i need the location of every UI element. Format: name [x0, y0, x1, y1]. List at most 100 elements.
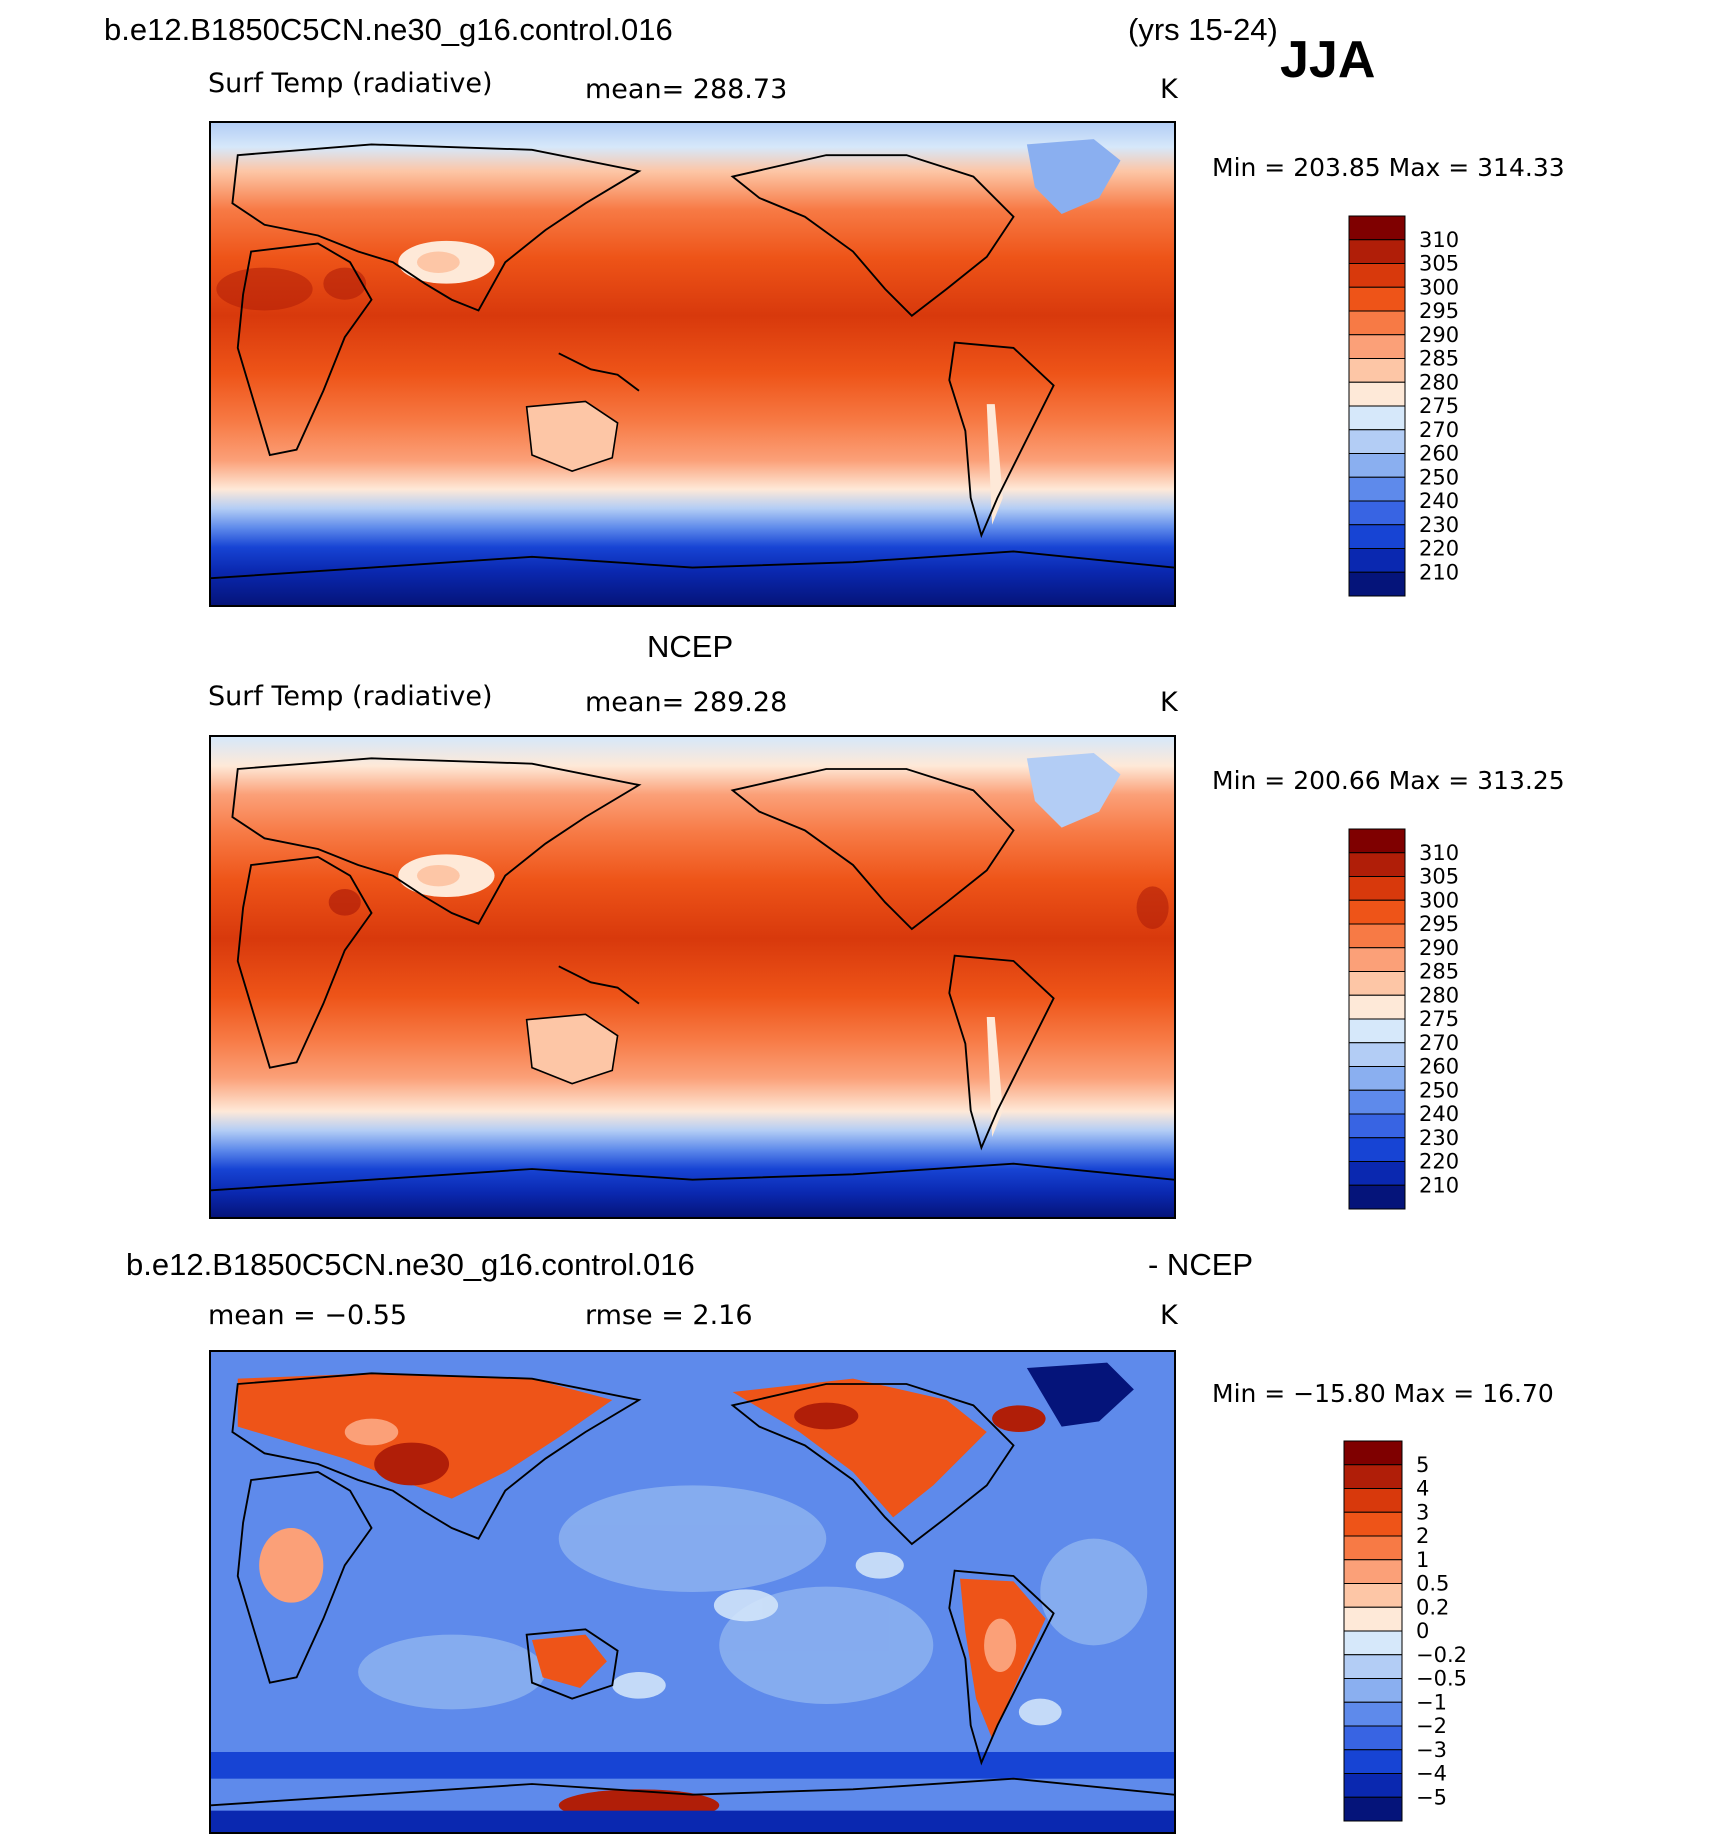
colorbar-swatch	[1348, 923, 1406, 949]
colorbar-label: 280	[1419, 370, 1459, 394]
colorbar-swatch	[1343, 1654, 1403, 1679]
colorbar-swatch	[1348, 947, 1406, 972]
ncep-temperature-map	[211, 737, 1174, 1217]
colorbar-swatch	[1348, 429, 1406, 454]
colorbar-swatch	[1348, 571, 1406, 597]
colorbar-swatch	[1348, 263, 1406, 288]
colorbar-label: 240	[1419, 1102, 1459, 1126]
colorbar-swatch	[1348, 1161, 1406, 1186]
colorbar-label: 0	[1416, 1619, 1429, 1643]
colorbar-swatch	[1348, 215, 1406, 241]
panel1-units: K	[1160, 74, 1178, 105]
case-title: b.e12.B1850C5CN.ne30_g16.control.016	[104, 12, 673, 47]
colorbar-label: 220	[1419, 537, 1459, 561]
colorbar-label: 240	[1419, 489, 1459, 513]
panel3-colorbar: 5 4 3 2 1 0.5 0.2 0 −0.2 −0.5 −1 −2 −3 −4 −5	[1343, 1440, 1494, 1822]
colorbar-swatch	[1348, 381, 1406, 407]
panel2-colorbar: 310 305 300 295 290 285 280 275 270 260 250 240 230 2…	[1348, 828, 1459, 1210]
colorbar-swatch	[1348, 994, 1406, 1020]
colorbar-swatch	[1348, 1137, 1406, 1162]
colorbar-label: 0.2	[1416, 1595, 1449, 1619]
colorbar-swatch	[1343, 1796, 1403, 1822]
colorbar-swatch	[1348, 358, 1406, 383]
panel1-mean: mean= 288.73	[585, 74, 788, 105]
colorbar-label: −3	[1416, 1738, 1447, 1762]
colorbar-swatch	[1343, 1773, 1403, 1798]
colorbar-label: 4	[1416, 1477, 1429, 1501]
colorbar-label: 220	[1419, 1150, 1459, 1174]
colorbar-label: 300	[1419, 888, 1459, 912]
colorbar-label: 0.5	[1416, 1572, 1449, 1596]
panel3-units: K	[1160, 1300, 1178, 1331]
colorbar-label: 230	[1419, 1126, 1459, 1150]
colorbar-label: 5	[1416, 1453, 1429, 1477]
colorbar-label: 295	[1419, 912, 1459, 936]
colorbar-swatch	[1348, 1113, 1406, 1139]
colorbar-swatch	[1348, 1018, 1406, 1044]
colorbar-swatch	[1348, 1042, 1406, 1067]
colorbar-swatch	[1348, 239, 1406, 264]
colorbar-label: 210	[1419, 560, 1459, 584]
colorbar-swatch	[1348, 828, 1406, 854]
panel2-mean: mean= 289.28	[585, 687, 788, 718]
panel3-minmax: Min = −15.80 Max = 16.70	[1212, 1379, 1554, 1408]
panel3-title-right: - NCEP	[1148, 1247, 1254, 1282]
colorbar-swatch	[1348, 852, 1406, 877]
colorbar-label: 295	[1419, 299, 1459, 323]
colorbar-label: 260	[1419, 1055, 1459, 1079]
colorbar-label: 290	[1419, 936, 1459, 960]
panel1-field: Surf Temp (radiative)	[208, 68, 493, 99]
colorbar-swatch	[1348, 524, 1406, 549]
panel2-title: NCEP	[647, 629, 734, 664]
colorbar-swatch	[1348, 476, 1406, 502]
colorbar-swatch	[1343, 1630, 1403, 1656]
colorbar-label: 270	[1419, 1031, 1459, 1055]
colorbar-swatch	[1348, 876, 1406, 901]
colorbar-label: −1	[1416, 1690, 1447, 1714]
colorbar-swatch	[1343, 1488, 1403, 1513]
colorbar-label: −0.5	[1416, 1667, 1467, 1691]
panel1-map	[209, 121, 1176, 607]
colorbar-label: 305	[1419, 865, 1459, 889]
colorbar-swatch	[1348, 1089, 1406, 1115]
colorbar-swatch	[1348, 899, 1406, 925]
colorbar-label: 285	[1419, 960, 1459, 984]
colorbar-swatch	[1343, 1701, 1403, 1727]
colorbar-swatch	[1343, 1583, 1403, 1608]
panel2-units: K	[1160, 687, 1178, 718]
colorbar-label: −5	[1416, 1785, 1447, 1809]
colorbar-swatch	[1348, 971, 1406, 996]
colorbar-label: 3	[1416, 1500, 1429, 1524]
colorbar-swatch	[1348, 1184, 1406, 1210]
temperature-colorbar-svg: 3103053002952902852802752702602502402302…	[1348, 215, 1459, 597]
colorbar-label: 300	[1419, 275, 1459, 299]
colorbar-label: 270	[1419, 418, 1459, 442]
colorbar-label: 305	[1419, 252, 1459, 276]
colorbar-label: 2	[1416, 1524, 1429, 1548]
panel2-map	[209, 735, 1176, 1219]
panel3-mean: mean = −0.55	[208, 1300, 408, 1331]
colorbar-label: 250	[1419, 1078, 1459, 1102]
colorbar-swatch	[1343, 1535, 1403, 1561]
colorbar-swatch	[1343, 1464, 1403, 1489]
colorbar-swatch	[1348, 286, 1406, 312]
colorbar-label: 290	[1419, 323, 1459, 347]
panel3-rmse: rmse = 2.16	[585, 1300, 753, 1331]
colorbar-label: 285	[1419, 347, 1459, 371]
colorbar-label: 250	[1419, 465, 1459, 489]
colorbar-swatch	[1343, 1725, 1403, 1751]
panel2-minmax: Min = 200.66 Max = 313.25	[1212, 766, 1565, 795]
panel1-minmax: Min = 203.85 Max = 314.33	[1212, 153, 1565, 182]
colorbar-label: 275	[1419, 394, 1459, 418]
colorbar-label: −2	[1416, 1714, 1447, 1738]
colorbar-label: 310	[1419, 841, 1459, 865]
temperature-colorbar-svg: 3103053002952902852802752702602502402302…	[1348, 828, 1459, 1210]
panel2-field: Surf Temp (radiative)	[208, 681, 493, 712]
colorbar-label: 210	[1419, 1173, 1459, 1197]
colorbar-label: 275	[1419, 1007, 1459, 1031]
colorbar-label: 280	[1419, 983, 1459, 1007]
colorbar-label: −0.2	[1416, 1643, 1467, 1667]
colorbar-swatch	[1343, 1511, 1403, 1537]
colorbar-swatch	[1348, 453, 1406, 478]
colorbar-label: 310	[1419, 228, 1459, 252]
